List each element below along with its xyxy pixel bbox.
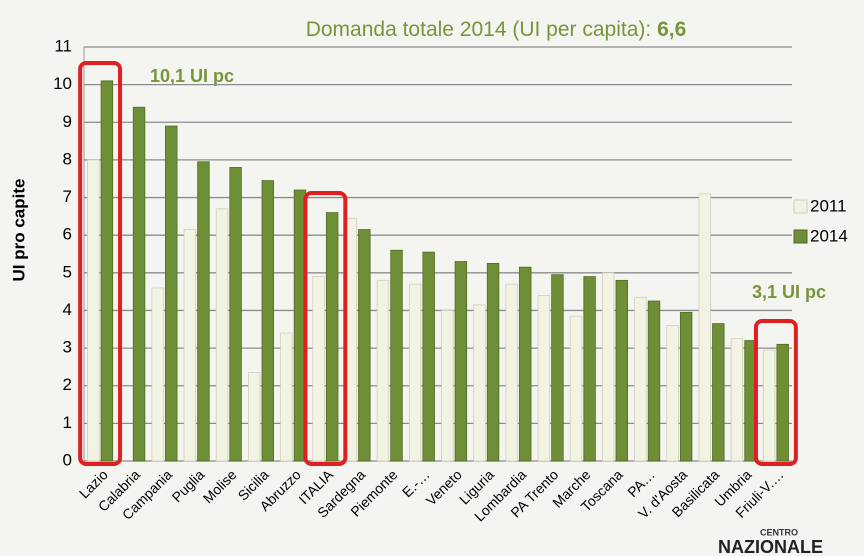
title-text: Domanda totale 2014 (UI per capita): bbox=[306, 18, 657, 41]
bar bbox=[679, 311, 693, 462]
y-tick-label: 0 bbox=[63, 450, 72, 469]
bar bbox=[248, 372, 261, 462]
bar bbox=[358, 229, 371, 462]
y-tick-label: 11 bbox=[54, 36, 72, 55]
bar bbox=[551, 274, 564, 462]
bar bbox=[215, 208, 229, 462]
chart-title: Domanda totale 2014 (UI per capita): 6,6 bbox=[306, 18, 687, 41]
bar bbox=[441, 310, 454, 462]
y-tick-label: 4 bbox=[63, 300, 72, 319]
legend-label: 2014 bbox=[810, 226, 848, 245]
bar bbox=[261, 180, 274, 462]
bar bbox=[229, 167, 242, 462]
annotation: 10,1 UI pc bbox=[150, 66, 234, 86]
bar bbox=[666, 325, 679, 462]
y-tick-label: 8 bbox=[63, 149, 72, 168]
bar bbox=[183, 229, 197, 462]
bar bbox=[390, 249, 403, 462]
bar bbox=[454, 261, 468, 462]
bar bbox=[325, 212, 339, 462]
y-tick-label: 2 bbox=[63, 375, 72, 394]
bar bbox=[505, 283, 518, 462]
bar bbox=[569, 315, 583, 462]
bar bbox=[197, 161, 210, 462]
legend-swatch bbox=[793, 199, 808, 214]
bar bbox=[583, 276, 596, 462]
bar bbox=[602, 272, 615, 462]
bar bbox=[280, 332, 293, 462]
legend-label: 2011 bbox=[810, 196, 847, 215]
title-highlight: 6,6 bbox=[657, 18, 686, 41]
bar bbox=[519, 266, 532, 462]
bar bbox=[730, 338, 744, 462]
bar bbox=[100, 80, 114, 462]
logo-text: CENTRO bbox=[760, 527, 798, 537]
highlight-box bbox=[303, 191, 348, 466]
y-tick-label: 3 bbox=[63, 338, 72, 357]
y-tick-label: 6 bbox=[63, 225, 72, 244]
bar bbox=[132, 106, 146, 462]
bar bbox=[87, 159, 100, 462]
logo-text: NAZIONALE bbox=[718, 537, 823, 556]
y-tick-label: 10 bbox=[53, 74, 72, 93]
bar bbox=[486, 263, 500, 462]
bar bbox=[647, 300, 661, 462]
bar bbox=[151, 287, 164, 462]
bar bbox=[165, 125, 178, 462]
y-tick-label: 5 bbox=[63, 262, 72, 281]
y-tick-label: 9 bbox=[63, 112, 72, 131]
bar bbox=[312, 276, 325, 462]
legend-swatch bbox=[793, 229, 808, 244]
bar bbox=[408, 283, 422, 462]
bar bbox=[473, 304, 486, 462]
highlight-box bbox=[78, 61, 123, 466]
bar bbox=[634, 296, 647, 462]
bar bbox=[776, 343, 789, 462]
bar bbox=[615, 279, 628, 462]
bar bbox=[762, 349, 776, 462]
bar bbox=[422, 251, 435, 462]
bar bbox=[537, 294, 551, 462]
bar bbox=[712, 323, 725, 462]
y-tick-label: 1 bbox=[63, 413, 72, 432]
y-tick-label: 7 bbox=[63, 187, 72, 206]
highlight-box bbox=[753, 319, 798, 466]
y-axis-label: UI pro capite bbox=[9, 179, 28, 282]
annotation: 3,1 UI pc bbox=[752, 282, 826, 302]
bar bbox=[376, 279, 390, 462]
bar bbox=[698, 193, 711, 462]
